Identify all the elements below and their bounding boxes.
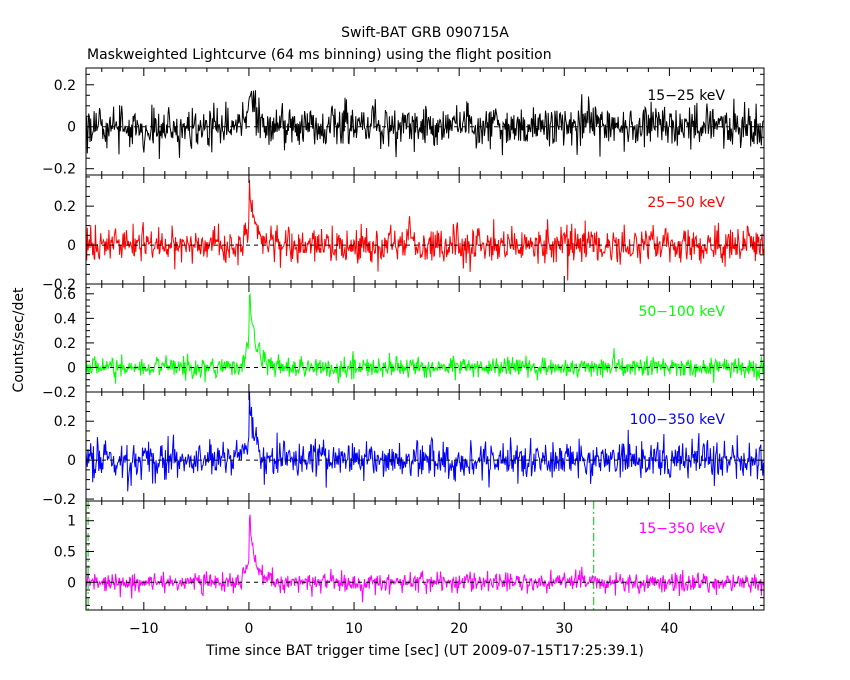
panel-frame-3 <box>85 391 765 502</box>
band-label-4: 15−350 keV <box>638 521 725 537</box>
y-tick-label: 0 <box>67 360 76 376</box>
lightcurve-series-1 <box>85 179 764 281</box>
lightcurve-series-4 <box>85 514 764 603</box>
y-tick-label: 0 <box>67 238 76 254</box>
y-tick-label: 0.2 <box>54 414 76 430</box>
panel-2: −0.2 0 0.2 0.4 0.6 50−100 keV <box>42 283 765 401</box>
band-label-2: 50−100 keV <box>638 304 725 320</box>
x-tick-label: −10 <box>129 621 159 637</box>
panel-frame-4 <box>85 500 765 611</box>
panel-0: −0.2 0 0.2 15−25 keV <box>42 67 765 178</box>
y-tick-label: 0.4 <box>54 311 76 327</box>
lightcurve-series-0 <box>85 90 764 160</box>
y-tick-label: −0.2 <box>42 162 76 178</box>
y-tick-label: 0.5 <box>54 544 76 560</box>
x-tick-label: 10 <box>345 621 363 637</box>
y-tick-label: −0.2 <box>42 277 76 293</box>
y-tick-label: 0.2 <box>54 336 76 352</box>
panel-frame-1 <box>85 174 765 285</box>
chart-subtitle: Maskweighted Lightcurve (64 ms binning) … <box>87 47 552 63</box>
x-axis-label: Time since BAT trigger time [sec] (UT 20… <box>205 643 644 659</box>
y-tick-label: 0 <box>67 575 76 591</box>
panel-3: −0.2 0 0.2 100−350 keV <box>42 391 765 508</box>
y-tick-label: −0.2 <box>42 492 76 508</box>
y-tick-label: 0.6 <box>54 287 76 303</box>
x-tick-label: 20 <box>450 621 468 637</box>
lightcurve-series-3 <box>85 391 764 492</box>
lightcurve-series-2 <box>85 293 764 384</box>
panel-4: 0 0.5 1 15−350 keV <box>54 500 765 611</box>
y-tick-label: 0.2 <box>54 199 76 215</box>
y-tick-label: 1 <box>67 514 76 530</box>
x-tick-label: 30 <box>555 621 573 637</box>
band-label-1: 25−50 keV <box>647 195 725 211</box>
y-tick-label: 0 <box>67 453 76 469</box>
panel-1: −0.2 0 0.2 25−50 keV <box>42 174 765 293</box>
y-tick-label: 0 <box>67 120 76 136</box>
chart-title: Swift-BAT GRB 090715A <box>341 25 509 41</box>
band-label-3: 100−350 keV <box>630 412 726 428</box>
y-tick-label: −0.2 <box>42 385 76 401</box>
x-tick-label: 40 <box>660 621 678 637</box>
panels-group: −0.200.215−25 keV−0.200.2 25−50 keV−0.200… <box>42 67 765 637</box>
band-label-0: 15−25 keV <box>647 88 725 104</box>
x-tick-label: 0 <box>244 621 253 637</box>
y-tick-label: 0.2 <box>54 78 76 94</box>
y-axis-label: Counts/sec/det <box>11 287 27 392</box>
